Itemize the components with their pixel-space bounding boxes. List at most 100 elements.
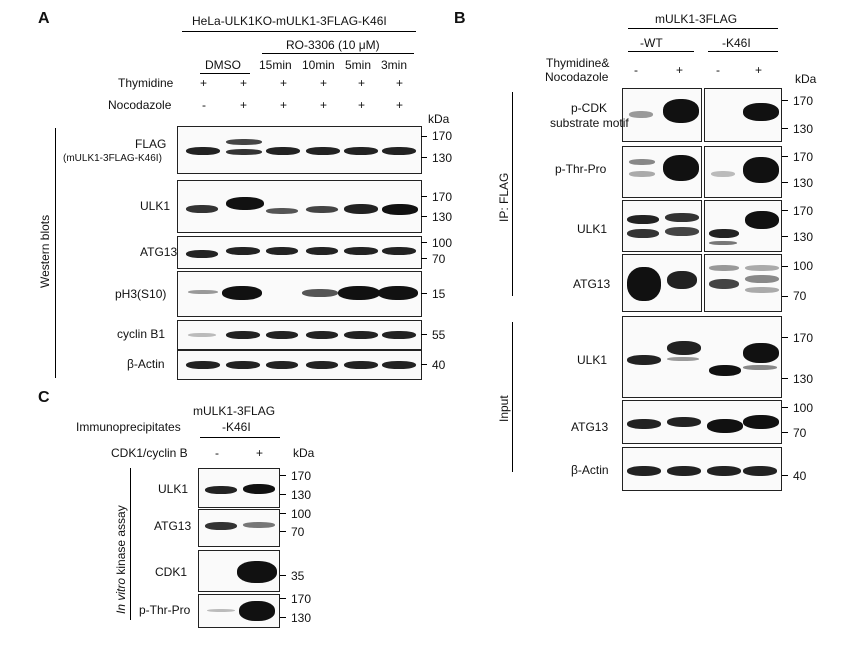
kda-label: kDa (428, 112, 450, 126)
blot-ulk1 (177, 180, 422, 233)
blot-label: p-CDK (571, 101, 608, 115)
western-blots-line (55, 128, 56, 378)
blot-input-atg13 (622, 400, 782, 444)
k46i-line (708, 51, 778, 52)
blot-ip-atg13 (622, 254, 702, 312)
time-label: 3min (381, 58, 408, 72)
marker: 130 (291, 611, 312, 625)
sign: + (320, 98, 328, 112)
blot-cyclin-b1 (177, 320, 422, 350)
blot-c-cdk1 (198, 550, 280, 592)
marker: 130 (793, 230, 814, 244)
blot-label: β-Actin (571, 463, 609, 477)
blot-label: cyclin B1 (117, 327, 166, 341)
panel-c-letter: C (38, 389, 50, 406)
marker: 170 (432, 190, 453, 204)
k46i-label: -K46I (722, 36, 751, 50)
blot-flag (177, 126, 422, 174)
cdk1-cyclin-b-label: CDK1/cyclin B (111, 446, 188, 460)
sign: + (755, 63, 763, 77)
blot-ip-ulk1 (622, 200, 702, 252)
ro-line (262, 53, 414, 54)
blot-label: ATG13 (154, 519, 192, 533)
marker: 40 (432, 358, 446, 372)
sign: + (256, 446, 264, 460)
kinase-assay-line (130, 468, 131, 620)
dmso-label: DMSO (205, 58, 241, 72)
sign: + (240, 98, 248, 112)
marker: 130 (793, 122, 814, 136)
marker: 100 (432, 236, 453, 250)
sign: - (634, 63, 638, 77)
marker: 170 (291, 592, 312, 606)
marker: 100 (291, 507, 312, 521)
marker: 15 (432, 287, 446, 301)
marker: 100 (793, 401, 814, 415)
panel-b-header-line (628, 28, 778, 29)
blot-label: FLAG (135, 137, 167, 151)
marker: 70 (793, 289, 807, 303)
blot-ip-atg13-k46i (704, 254, 782, 312)
in-vitro-kinase-assay-label: In vitro kinase assay (114, 505, 128, 614)
ip-flag-label: IP: FLAG (497, 172, 511, 222)
treatment-label: Nocodazole (545, 70, 609, 84)
panel-c-header: -K46I (222, 420, 251, 434)
ip-flag-line (512, 92, 513, 296)
sign: + (396, 98, 404, 112)
blot-label: CDK1 (155, 565, 188, 579)
blot-input-ulk1 (622, 316, 782, 398)
marker: 170 (793, 331, 814, 345)
marker: 40 (793, 469, 807, 483)
blot-label: ULK1 (577, 353, 608, 367)
marker: 170 (793, 204, 814, 218)
blot-label: ULK1 (140, 199, 171, 213)
marker: 70 (432, 252, 446, 266)
marker: 130 (793, 372, 814, 386)
panel-a-letter: A (38, 10, 50, 27)
blot-label: p-Thr-Pro (555, 162, 607, 176)
panel-a-header-line (182, 31, 416, 32)
blot-c-ulk1 (198, 468, 280, 508)
kda-label: kDa (795, 72, 817, 86)
marker: 130 (432, 151, 453, 165)
blot-c-p-thr-pro (198, 594, 280, 628)
sign: + (676, 63, 684, 77)
blot-label: p-Thr-Pro (139, 603, 191, 617)
panel-b-header: mULK1-3FLAG (655, 12, 738, 26)
blot-atg13 (177, 236, 422, 269)
blot-p-thr-pro (622, 146, 702, 198)
western-blots-label: Western blots (38, 214, 52, 288)
marker: 130 (291, 488, 312, 502)
marker: 170 (432, 129, 453, 143)
dmso-line (200, 73, 250, 74)
blot-beta-actin (177, 350, 422, 380)
blot-label: ATG13 (571, 420, 609, 434)
blot-label: ATG13 (140, 245, 178, 259)
sign: + (280, 98, 288, 112)
ro-label: RO-3306 (10 μM) (286, 38, 380, 52)
blot-label: ATG13 (573, 277, 611, 291)
thymidine-label: Thymidine (118, 76, 174, 90)
wt-line (628, 51, 694, 52)
sign: + (358, 98, 366, 112)
input-label: Input (497, 395, 511, 422)
marker: 100 (793, 259, 814, 273)
marker: 55 (432, 328, 446, 342)
panel-b-letter: B (454, 10, 466, 27)
blot-label: β-Actin (127, 357, 165, 371)
sign: + (320, 76, 328, 90)
blot-ph3 (177, 271, 422, 317)
input-line (512, 322, 513, 472)
marker: 70 (291, 525, 305, 539)
sign: - (202, 98, 206, 112)
blot-sublabel: (mULK1-3FLAG-K46I) (63, 153, 162, 164)
panel-c-header-line (200, 437, 280, 438)
blot-p-cdk (622, 88, 702, 142)
wt-label: -WT (640, 36, 663, 50)
blot-c-atg13 (198, 509, 280, 547)
marker: 70 (793, 426, 807, 440)
marker: 170 (793, 94, 814, 108)
time-label: 10min (302, 58, 335, 72)
marker: 170 (793, 150, 814, 164)
blot-ip-ulk1-k46i (704, 200, 782, 252)
